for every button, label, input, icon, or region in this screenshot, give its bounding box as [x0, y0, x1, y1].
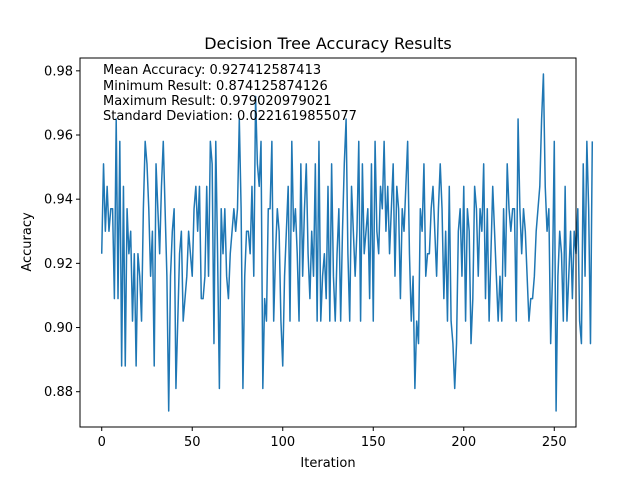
stats-annotations: Mean Accuracy: 0.927412587413 Minimum Re…	[103, 63, 357, 124]
x-tick-label: 50	[184, 435, 201, 450]
x-tick-label: 200	[451, 435, 476, 450]
plot-frame	[79, 57, 577, 428]
y-tick-label: 0.90	[44, 321, 73, 336]
chart-title: Decision Tree Accuracy Results	[204, 34, 452, 53]
y-tick-label: 0.98	[44, 64, 73, 79]
x-tick-label: 100	[270, 435, 295, 450]
annotation-std-dev: Standard Deviation: 0.0221619855077	[103, 109, 357, 124]
y-tick-label: 0.88	[44, 385, 73, 400]
y-axis: 0.88 0.90 0.92 0.94 0.96 0.98	[44, 64, 80, 400]
plot-area: Mean Accuracy: 0.927412587413 Minimum Re…	[79, 57, 594, 428]
x-tick-label: 0	[98, 435, 106, 450]
annotation-minimum: Minimum Result: 0.874125874126	[103, 79, 328, 94]
y-tick-label: 0.96	[44, 129, 73, 144]
x-tick-label: 250	[542, 435, 567, 450]
x-axis: 0 50 100 150 200 250	[98, 427, 567, 450]
y-axis-title: Accuracy	[20, 212, 35, 272]
x-tick-label: 150	[361, 435, 386, 450]
y-tick-label: 0.92	[44, 257, 73, 272]
accuracy-series-line	[100, 73, 594, 412]
y-tick-label: 0.94	[44, 193, 73, 208]
annotation-mean: Mean Accuracy: 0.927412587413	[103, 63, 321, 78]
x-axis-title: Iteration	[300, 456, 355, 471]
annotation-maximum: Maximum Result: 0.979020979021	[103, 94, 332, 109]
